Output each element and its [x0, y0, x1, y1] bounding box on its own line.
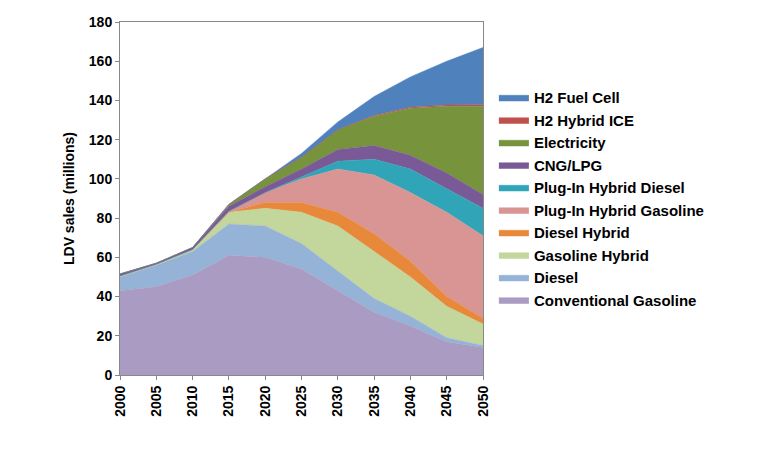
svg-text:140: 140: [89, 92, 113, 108]
svg-text:2025: 2025: [293, 385, 309, 416]
svg-text:2050: 2050: [475, 385, 491, 416]
svg-text:120: 120: [89, 132, 113, 148]
svg-text:H2 Hybrid ICE: H2 Hybrid ICE: [534, 112, 634, 129]
svg-text:2010: 2010: [184, 385, 200, 416]
svg-text:Electricity: Electricity: [534, 134, 606, 151]
svg-text:Diesel Hybrid: Diesel Hybrid: [534, 224, 630, 241]
svg-text:H2 Fuel Cell: H2 Fuel Cell: [534, 89, 620, 106]
svg-text:2015: 2015: [220, 385, 236, 416]
svg-text:LDV sales (millions): LDV sales (millions): [61, 132, 77, 265]
svg-text:Gasoline Hybrid: Gasoline Hybrid: [534, 247, 649, 264]
svg-text:60: 60: [97, 249, 113, 265]
svg-text:2035: 2035: [366, 385, 382, 416]
svg-text:Conventional Gasoline: Conventional Gasoline: [534, 292, 697, 309]
svg-text:2020: 2020: [257, 385, 273, 416]
svg-text:20: 20: [97, 328, 113, 344]
svg-text:2045: 2045: [438, 385, 454, 416]
svg-text:80: 80: [97, 210, 113, 226]
svg-text:160: 160: [89, 53, 113, 69]
svg-text:Plug-In Hybrid Diesel: Plug-In Hybrid Diesel: [534, 179, 685, 196]
svg-text:Plug-In Hybrid Gasoline: Plug-In Hybrid Gasoline: [534, 202, 704, 219]
svg-text:2030: 2030: [329, 385, 345, 416]
svg-text:2040: 2040: [402, 385, 418, 416]
svg-text:2005: 2005: [148, 385, 164, 416]
svg-text:100: 100: [89, 171, 113, 187]
svg-text:CNG/LPG: CNG/LPG: [534, 157, 602, 174]
svg-text:180: 180: [89, 14, 113, 30]
svg-text:2000: 2000: [112, 385, 128, 416]
svg-text:Diesel: Diesel: [534, 269, 578, 286]
svg-text:40: 40: [97, 288, 113, 304]
svg-text:0: 0: [104, 367, 112, 383]
